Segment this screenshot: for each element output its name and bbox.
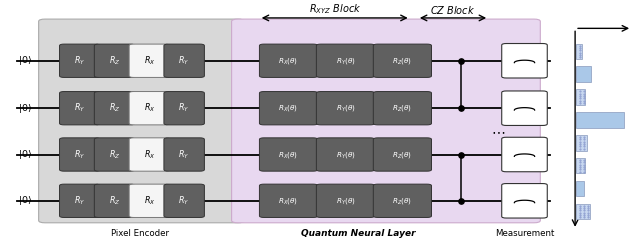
FancyBboxPatch shape [164,138,204,171]
FancyBboxPatch shape [259,91,318,125]
Text: $R_Z$: $R_Z$ [109,102,120,114]
FancyBboxPatch shape [60,91,100,125]
FancyBboxPatch shape [231,19,540,223]
Text: $R_X(\theta)$: $R_X(\theta)$ [278,56,299,66]
Text: $R_Z$: $R_Z$ [109,54,120,67]
Text: $R_Z(\theta)$: $R_Z(\theta)$ [392,103,413,113]
FancyBboxPatch shape [60,44,100,77]
Text: $\cdots$: $\cdots$ [491,124,505,138]
FancyBboxPatch shape [373,184,432,218]
FancyBboxPatch shape [164,91,204,125]
Text: $R_X$: $R_X$ [144,102,155,114]
FancyBboxPatch shape [501,183,547,218]
FancyBboxPatch shape [373,138,432,171]
Text: $R_Y(\theta)$: $R_Y(\theta)$ [335,103,356,113]
FancyBboxPatch shape [316,44,375,77]
Text: $R_Y$: $R_Y$ [74,195,86,207]
Text: $|0\rangle$: $|0\rangle$ [18,148,32,161]
FancyBboxPatch shape [129,184,170,218]
FancyBboxPatch shape [60,138,100,171]
FancyBboxPatch shape [60,184,100,218]
Bar [576,89,585,105]
Text: $R_Y$: $R_Y$ [179,54,190,67]
FancyBboxPatch shape [259,44,318,77]
Text: $R_Y$: $R_Y$ [74,148,86,161]
Text: $R_Y$: $R_Y$ [74,54,86,67]
FancyBboxPatch shape [373,44,432,77]
FancyBboxPatch shape [316,184,375,218]
FancyBboxPatch shape [164,44,204,77]
FancyBboxPatch shape [94,44,135,77]
Text: $R_X$: $R_X$ [144,148,155,161]
Bar [576,158,585,174]
Text: $R_Z$: $R_Z$ [109,148,120,161]
FancyBboxPatch shape [164,184,204,218]
FancyBboxPatch shape [94,91,135,125]
Text: $R_Y(\theta)$: $R_Y(\theta)$ [335,196,356,206]
Text: $R_Y$: $R_Y$ [179,148,190,161]
Text: $R_X(\theta)$: $R_X(\theta)$ [278,196,299,206]
Text: $R_Y$: $R_Y$ [74,102,86,114]
FancyBboxPatch shape [501,137,547,172]
FancyBboxPatch shape [129,44,170,77]
FancyBboxPatch shape [259,184,318,218]
FancyBboxPatch shape [39,19,244,223]
Text: $R_Y$: $R_Y$ [179,195,190,207]
Bar [576,181,585,196]
Text: $|0\rangle$: $|0\rangle$ [18,102,32,115]
FancyBboxPatch shape [373,91,432,125]
Text: $CZ$ Block: $CZ$ Block [430,4,476,16]
FancyBboxPatch shape [94,138,135,171]
Text: Pixel Encoder: Pixel Encoder [111,229,169,238]
Text: $|0\rangle$: $|0\rangle$ [18,54,32,67]
FancyBboxPatch shape [129,138,170,171]
Text: $R_X(\theta)$: $R_X(\theta)$ [278,103,299,113]
FancyBboxPatch shape [501,44,547,78]
FancyBboxPatch shape [94,184,135,218]
Bar [576,135,587,151]
Bar [576,44,582,59]
Text: $R_X$: $R_X$ [144,54,155,67]
FancyBboxPatch shape [259,138,318,171]
Text: $|0\rangle$: $|0\rangle$ [18,194,32,207]
FancyBboxPatch shape [316,91,375,125]
Text: $R_{XYZ}$ Block: $R_{XYZ}$ Block [309,2,361,16]
Text: $R_X$: $R_X$ [144,195,155,207]
Text: $R_Z(\theta)$: $R_Z(\theta)$ [392,56,413,66]
Bar [576,112,624,128]
Text: $R_Z(\theta)$: $R_Z(\theta)$ [392,196,413,206]
Text: $R_Z(\theta)$: $R_Z(\theta)$ [392,150,413,159]
Text: $R_Z$: $R_Z$ [109,195,120,207]
Text: Quantum Neural Layer: Quantum Neural Layer [301,229,415,238]
Bar [576,66,591,82]
Text: $R_Y(\theta)$: $R_Y(\theta)$ [335,56,356,66]
Text: Measurement: Measurement [495,229,554,238]
FancyBboxPatch shape [316,138,375,171]
Text: $R_X(\theta)$: $R_X(\theta)$ [278,150,299,159]
Text: $R_Y(\theta)$: $R_Y(\theta)$ [335,150,356,159]
FancyBboxPatch shape [501,91,547,125]
Bar [576,204,590,219]
FancyBboxPatch shape [129,91,170,125]
Text: $R_Y$: $R_Y$ [179,102,190,114]
